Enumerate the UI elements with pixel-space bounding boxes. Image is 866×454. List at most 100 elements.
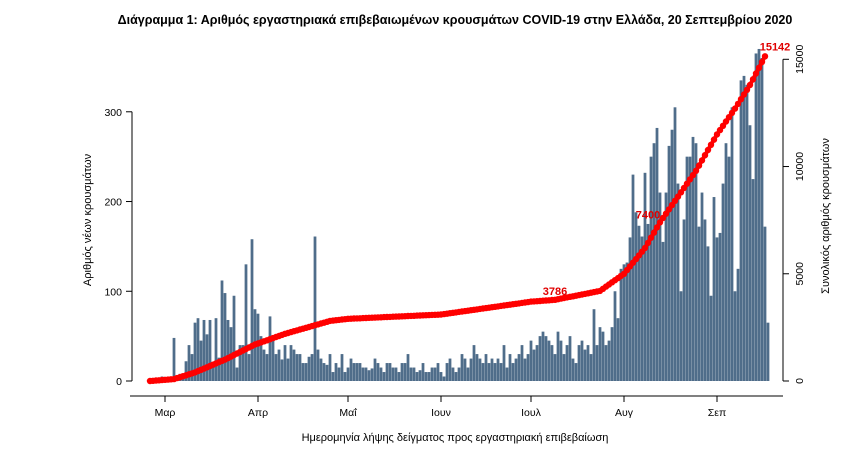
new-cases-bar bbox=[238, 345, 242, 381]
x-tick-label: Ιουν bbox=[431, 407, 451, 419]
new-cases-bar bbox=[760, 57, 764, 381]
cumulative-point bbox=[758, 58, 766, 66]
new-cases-bar bbox=[220, 280, 224, 381]
cumulative-point bbox=[641, 244, 649, 252]
new-cases-bar bbox=[205, 334, 209, 381]
new-cases-bar bbox=[658, 192, 662, 381]
new-cases-bar bbox=[373, 358, 377, 381]
cumulative-point bbox=[734, 100, 742, 108]
new-cases-bar bbox=[196, 318, 200, 381]
new-cases-bar bbox=[268, 316, 272, 381]
new-cases-bar bbox=[247, 354, 251, 381]
new-cases-bar bbox=[325, 364, 329, 381]
new-cases-bar bbox=[628, 237, 632, 381]
new-cases-bar bbox=[334, 363, 338, 381]
new-cases-bar bbox=[661, 241, 665, 381]
new-cases-bar bbox=[460, 354, 464, 381]
new-cases-bar bbox=[355, 363, 359, 381]
new-cases-bar bbox=[670, 129, 674, 381]
new-cases-bar bbox=[643, 172, 647, 381]
new-cases-bar bbox=[280, 359, 284, 381]
new-cases-bar bbox=[337, 367, 341, 381]
cumulative-point bbox=[731, 105, 739, 112]
new-cases-bar bbox=[208, 319, 212, 381]
new-cases-bar bbox=[340, 354, 344, 381]
new-cases-bar bbox=[559, 340, 563, 381]
new-cases-bar bbox=[466, 367, 470, 381]
new-cases-bar bbox=[364, 367, 368, 381]
new-cases-bar bbox=[742, 75, 746, 381]
cumulative-point bbox=[740, 91, 748, 98]
new-cases-bar bbox=[736, 268, 740, 381]
chart-title: Διάγραμμα 1: Αριθμός εργαστηριακά επιβεβ… bbox=[118, 13, 793, 27]
new-cases-bar bbox=[610, 327, 614, 381]
new-cases-bar bbox=[478, 358, 482, 381]
new-cases-bar bbox=[493, 363, 497, 381]
x-tick-label: Σεπ bbox=[708, 407, 726, 419]
new-cases-bar bbox=[184, 361, 188, 381]
new-cases-bar bbox=[199, 340, 203, 381]
cumulative-point bbox=[647, 234, 655, 241]
new-cases-bar bbox=[544, 336, 548, 381]
new-cases-bar bbox=[601, 331, 605, 381]
cumulative-point bbox=[701, 152, 709, 159]
x-tick-label: Αυγ bbox=[615, 407, 634, 419]
new-cases-bar bbox=[352, 363, 356, 381]
new-cases-bar bbox=[619, 268, 623, 381]
new-cases-bar bbox=[445, 363, 449, 381]
y2-tick-label: 10000 bbox=[794, 152, 806, 181]
cumulative-point bbox=[761, 53, 769, 60]
new-cases-bar bbox=[739, 80, 743, 381]
new-cases-bar bbox=[718, 232, 722, 381]
cumulative-point bbox=[710, 136, 718, 143]
new-cases-bar bbox=[394, 367, 398, 381]
new-cases-bar bbox=[616, 318, 620, 381]
new-cases-bar bbox=[550, 345, 554, 381]
new-cases-bar bbox=[523, 358, 527, 381]
new-cases-bar bbox=[310, 354, 314, 381]
new-cases-bar bbox=[535, 345, 539, 381]
new-cases-bar bbox=[349, 358, 353, 381]
new-cases-bar bbox=[472, 345, 476, 381]
new-cases-bar bbox=[499, 363, 503, 381]
new-cases-bar bbox=[421, 363, 425, 381]
x-tick-label: Μαΐ bbox=[339, 407, 357, 419]
new-cases-bar bbox=[295, 354, 299, 381]
new-cases-bar bbox=[415, 372, 419, 381]
new-cases-bar bbox=[571, 358, 575, 381]
new-cases-bar bbox=[286, 358, 290, 381]
new-cases-bar bbox=[667, 145, 671, 381]
new-cases-bar bbox=[538, 336, 542, 381]
new-cases-bar bbox=[475, 354, 479, 381]
x-tick-label: Απρ bbox=[248, 407, 268, 419]
new-cases-bar bbox=[748, 125, 752, 381]
y2-tick-label: 0 bbox=[794, 378, 806, 384]
new-cases-bar bbox=[361, 367, 365, 381]
new-cases-bar bbox=[235, 367, 239, 381]
cumulative-point bbox=[698, 157, 706, 164]
new-cases-bar bbox=[565, 345, 569, 381]
new-cases-bar bbox=[541, 331, 545, 381]
cumulative-point bbox=[737, 96, 745, 103]
new-cases-bar bbox=[469, 358, 473, 381]
new-cases-bar bbox=[589, 354, 593, 381]
new-cases-bar bbox=[730, 107, 734, 382]
y-axis-label: Αριθμός νέων κρουσμάτων bbox=[82, 153, 94, 286]
cumulative-annotation: 3786 bbox=[543, 286, 567, 298]
new-cases-bar bbox=[190, 354, 194, 381]
new-cases-bar bbox=[568, 336, 572, 381]
cumulative-point bbox=[692, 167, 700, 174]
new-cases-bar bbox=[757, 48, 761, 381]
new-cases-bar bbox=[553, 354, 557, 381]
new-cases-bar bbox=[193, 322, 197, 381]
new-cases-bar bbox=[439, 372, 443, 381]
new-cases-bar bbox=[298, 354, 302, 381]
new-cases-bar bbox=[409, 367, 413, 381]
new-cases-bar bbox=[442, 376, 446, 381]
new-cases-bar bbox=[388, 363, 392, 381]
new-cases-bar bbox=[625, 262, 629, 381]
new-cases-bar bbox=[328, 354, 332, 381]
new-cases-bar bbox=[706, 246, 710, 381]
new-cases-bar bbox=[385, 363, 389, 381]
new-cases-bar bbox=[172, 337, 176, 381]
